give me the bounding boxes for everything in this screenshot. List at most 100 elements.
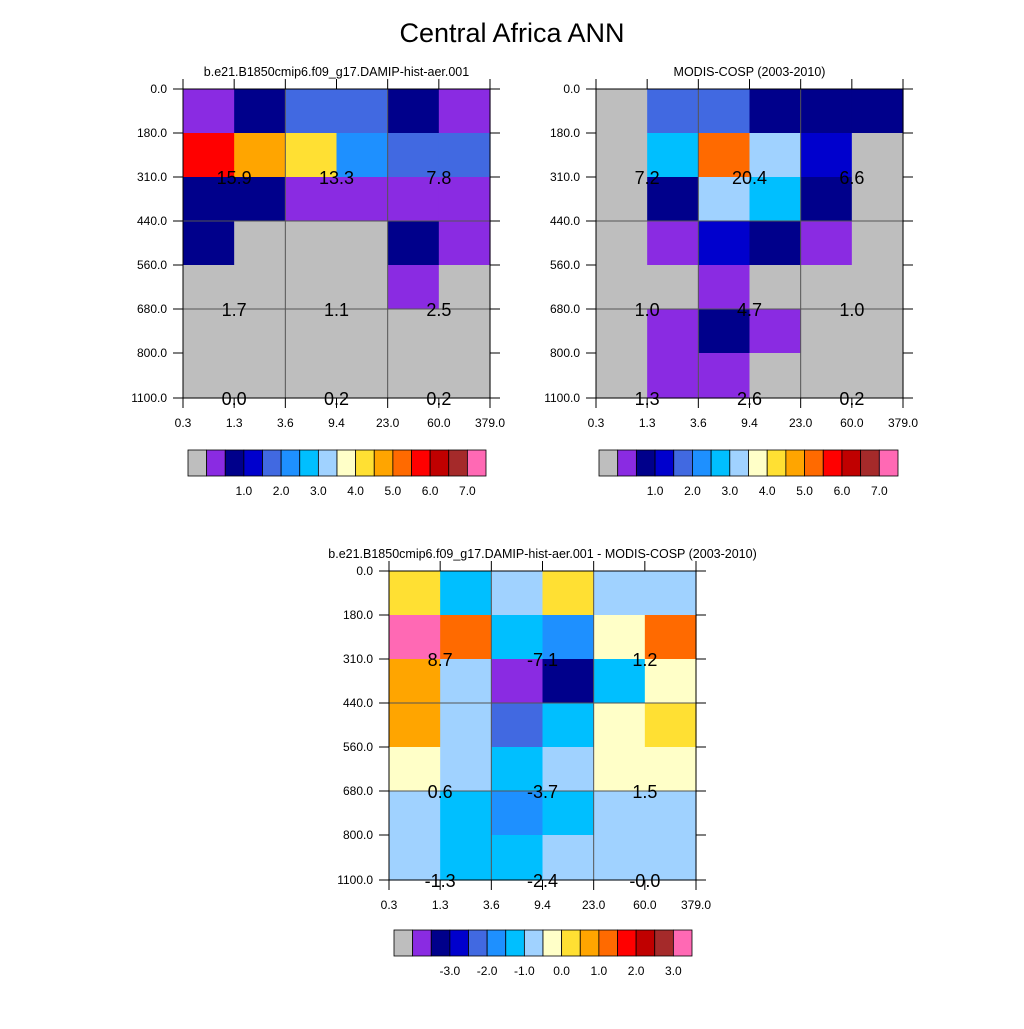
heatmap-cell [387, 265, 440, 310]
heatmap-cell [440, 571, 492, 616]
colorbar-label: 0.0 [553, 964, 570, 978]
x-tick-label: 379.0 [888, 416, 918, 430]
heatmap-cell [542, 615, 595, 660]
block-value-label: -1.3 [425, 871, 456, 891]
y-tick-label: 1100.0 [337, 873, 373, 887]
y-tick-label: 0.0 [563, 82, 580, 96]
heatmap-cell [389, 835, 441, 881]
heatmap-cell [749, 133, 802, 178]
heatmap-cell [440, 615, 492, 660]
heatmap-cell [542, 791, 595, 836]
block-value-label: 4.7 [737, 300, 762, 320]
colorbar-swatch [692, 449, 712, 477]
colorbar-swatch [448, 449, 468, 477]
heatmap-cell [698, 309, 751, 354]
heatmap-cell [183, 177, 235, 222]
colorbar-label: 7.0 [459, 484, 476, 498]
heatmap-cell [542, 571, 595, 616]
y-tick-label: 0.0 [150, 82, 167, 96]
heatmap-cell [389, 747, 441, 792]
block-value-label: -3.7 [527, 782, 558, 802]
heatmap-cell [647, 177, 699, 222]
y-tick-label: 180.0 [343, 608, 373, 622]
heatmap-cell [387, 353, 440, 399]
y-tick-label: 180.0 [137, 126, 167, 140]
x-tick-label: 0.3 [588, 416, 605, 430]
block-value-label: 2.5 [426, 300, 451, 320]
y-tick-label: 560.0 [137, 258, 167, 272]
x-tick-label: 1.3 [432, 898, 449, 912]
heatmap-cell [596, 177, 648, 222]
heatmap-cell [593, 703, 646, 748]
heatmap-cell [647, 89, 699, 134]
heatmap-cell [440, 703, 492, 748]
heatmap-cell [336, 177, 389, 222]
x-tick-label: 3.6 [690, 416, 707, 430]
heatmap-cell [596, 133, 648, 178]
colorbar-swatch [355, 449, 375, 477]
colorbar-label: -3.0 [440, 964, 461, 978]
colorbar-label: 6.0 [834, 484, 851, 498]
block-value-label: 7.8 [426, 168, 451, 188]
heatmap-cell [749, 221, 802, 266]
x-tick-label: 60.0 [427, 416, 451, 430]
heatmap-cell [542, 835, 595, 881]
colorbar-swatch [766, 449, 787, 477]
heatmap-cell [234, 133, 286, 178]
y-tick-label: 440.0 [137, 214, 167, 228]
heatmap-cell [644, 791, 697, 836]
heatmap-cell [389, 659, 441, 704]
heatmap-cell [593, 615, 646, 660]
heatmap-cell [596, 309, 648, 354]
colorbar-label: 2.0 [273, 484, 290, 498]
y-tick-label: 800.0 [550, 346, 580, 360]
heatmap-cell [647, 353, 699, 399]
colorbar-swatch [187, 449, 208, 477]
colorbar-label: 6.0 [422, 484, 439, 498]
heatmap-cell [438, 177, 491, 222]
block-value-label: 1.1 [324, 300, 349, 320]
heatmap-cell [851, 353, 904, 399]
heatmap-cell [698, 89, 751, 134]
heatmap-cell [800, 309, 853, 354]
heatmap-cell [285, 177, 338, 222]
colorbar-swatch [822, 449, 843, 477]
colorbar-swatch [206, 449, 226, 477]
x-tick-label: 0.3 [175, 416, 192, 430]
heatmap-cell [593, 571, 646, 616]
heatmap-cell [593, 747, 646, 792]
heatmap-cell [596, 265, 648, 310]
x-tick-label: 3.6 [277, 416, 294, 430]
heatmap-cell [800, 133, 853, 178]
x-tick-label: 9.4 [741, 416, 758, 430]
heatmap-cell [183, 89, 235, 134]
heatmap-cell [438, 133, 491, 178]
colorbar-swatch [561, 929, 581, 957]
heatmap-cell [491, 659, 544, 704]
y-tick-label: 1100.0 [131, 391, 167, 405]
heatmap-cell [800, 221, 853, 266]
colorbar-swatch [617, 929, 637, 957]
block-value-label: 13.3 [319, 168, 354, 188]
colorbar-swatch [785, 449, 805, 477]
x-tick-label: 379.0 [475, 416, 505, 430]
heatmap-cell [851, 265, 904, 310]
y-tick-label: 310.0 [137, 170, 167, 184]
colorbar-label: 3.0 [665, 964, 682, 978]
x-tick-label: 60.0 [633, 898, 657, 912]
heatmap-cell [644, 835, 697, 881]
block-value-label: 20.4 [732, 168, 767, 188]
heatmap-cell [698, 265, 751, 310]
block-value-label: 0.2 [426, 389, 451, 409]
heatmap-cell [389, 571, 441, 616]
heatmap-cell [647, 221, 699, 266]
colorbar-swatch [673, 449, 693, 477]
heatmap-cell [644, 747, 697, 792]
x-tick-label: 9.4 [534, 898, 551, 912]
colorbar-label: 1.0 [236, 484, 253, 498]
colorbar-swatch [392, 449, 412, 477]
heatmap-cell [596, 221, 648, 266]
colorbar-label: 3.0 [721, 484, 738, 498]
heatmap-cell [440, 747, 492, 792]
colorbar-swatch [748, 449, 768, 477]
